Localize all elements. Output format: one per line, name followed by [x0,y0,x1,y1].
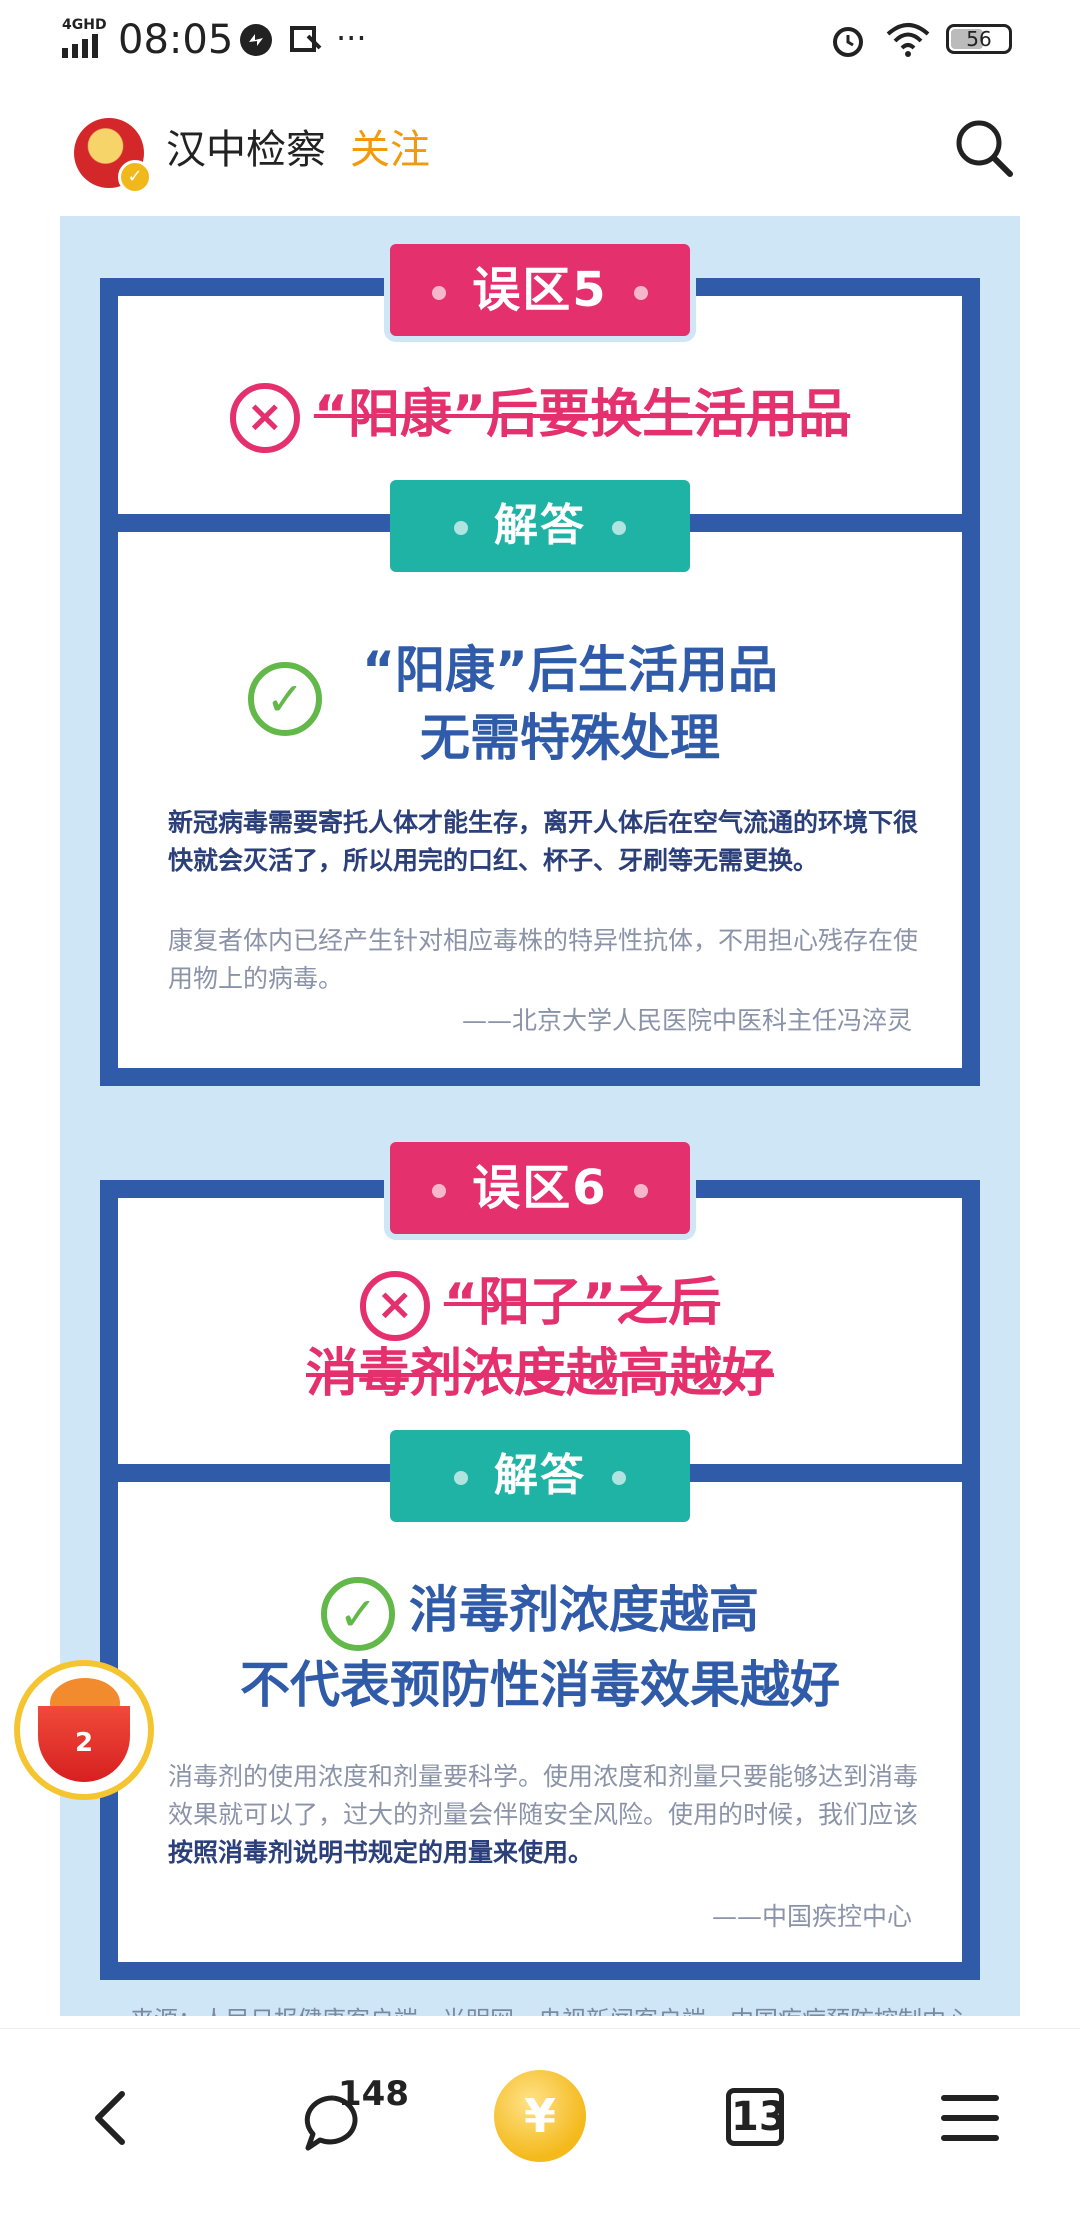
back-icon[interactable] [88,2088,134,2148]
follow-button[interactable]: 关注 [350,127,430,173]
myth5-answer-headline: ✓ “阳康”后生活用品 无需特殊处理 [118,636,962,772]
check-icon: ✓ [321,1576,395,1651]
reward-count: 2 [74,1728,94,1758]
clock: 08:05 [118,17,234,63]
search-icon[interactable] [952,116,1014,178]
more-icon: ··· [336,19,367,57]
cross-icon: × [229,383,300,453]
myth5-panel: × “阳康”后要换生活用品 ✓ “阳康”后生活用品 无需特殊处理 新冠病毒需要寄托… [100,278,980,1086]
myth6-tag: 误区6 [390,1142,690,1234]
check-icon: ✓ [248,662,322,736]
myth6-claim: × “阳了”之后 消毒剂浓度越高越好 [305,1271,774,1404]
red-envelope-icon: 2 [38,1706,130,1782]
myth5-body-main: 新冠病毒需要寄托人体才能生存，离开人体后在空气流通的环境下很快就会灭活了，所以用… [168,808,919,875]
coin-icon[interactable]: ¥ [494,2070,586,2162]
myth5-source: ——北京大学人民医院中医科主任冯淬灵 [461,1006,912,1035]
myth6-body: 消毒剂的使用浓度和剂量要科学。使用浓度和剂量只要能够达到消毒效果就可以了，过大的… [168,1762,919,1867]
menu-icon[interactable] [940,2092,1000,2144]
myth5-claim: × “阳康”后要换生活用品 [118,372,962,453]
cross-icon: × [359,1271,430,1341]
alarm-icon [833,27,863,57]
myth5-answer-tag: 解答 [390,480,690,572]
myth5-body-note: 康复者体内已经产生针对相应毒株的特异性抗体，不用担心残存在使用物上的病毒。 [168,926,919,993]
myth6-source: ——中国疾控中心 [711,1902,912,1931]
verified-badge-icon: ✓ [118,160,152,194]
article-poster-image: × “阳康”后要换生活用品 ✓ “阳康”后生活用品 无需特殊处理 新冠病毒需要寄托… [60,216,1020,2016]
myth6-answer-tag: 解答 [390,1430,690,1522]
myth6-panel: × “阳了”之后 消毒剂浓度越高越好 ✓ 消毒剂浓度越高 不代表预防性消毒效果越好 … [100,1180,980,1980]
reward-float-button[interactable]: 2 [14,1660,154,1800]
account-name[interactable]: 汉中检察 [166,127,326,173]
comment-count: 148 [338,2074,409,2114]
battery-level: 56 [966,27,992,51]
comment-icon[interactable] [300,2090,366,2156]
myth6-answer-headline: ✓ 消毒剂浓度越高 不代表预防性消毒效果越好 [118,1576,962,1719]
myth5-tag: 误区5 [390,244,690,336]
wifi-icon [886,23,930,57]
network-type: 4GHD [62,17,107,33]
screenshot-icon [290,26,322,52]
signal-icon [62,34,98,58]
poster-source-note: 来源：人民日报健康客户端、光明网、央视新闻客户端、中国疾病预防控制中心 [130,2000,970,2016]
battery-icon: 56 [946,24,1012,54]
tabs-icon[interactable]: 13 [726,2088,787,2146]
sync-icon [240,24,272,56]
status-bar: 4GHD 08:05 ··· 56 [0,0,1080,80]
